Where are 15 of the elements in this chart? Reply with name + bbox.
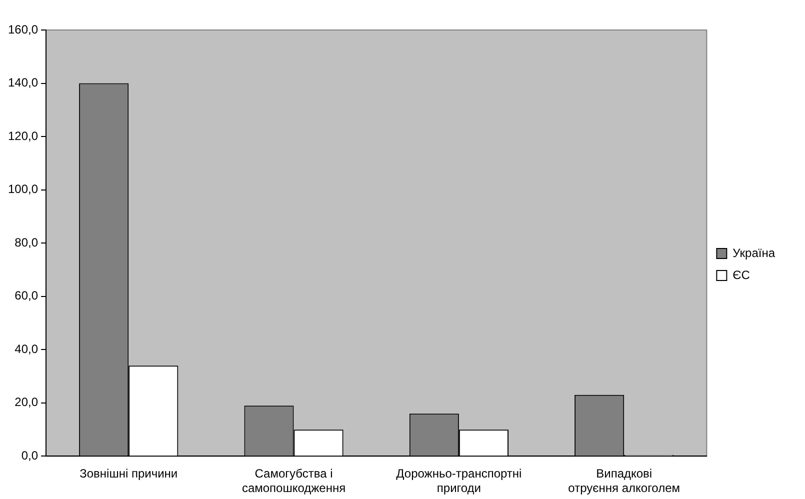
x-tick-label: Дорожньо-транспортні пригоди: [396, 466, 522, 496]
legend-label: Україна: [732, 246, 776, 260]
y-tick-label: 160,0: [8, 22, 38, 36]
x-tick-label: Самогубства і самопошкодження: [242, 466, 346, 496]
y-tick-label: 100,0: [8, 182, 38, 196]
y-tick-label: 80,0: [14, 235, 38, 250]
y-tick-label: 20,0: [14, 395, 38, 410]
x-tick-label: Випадкові отруєння алкоголем: [568, 466, 680, 496]
y-tick-label: 0,0: [21, 448, 38, 463]
legend-label: ЄС: [732, 268, 750, 282]
y-tick-label: 60,0: [14, 288, 38, 303]
y-tick-label: 120,0: [8, 128, 38, 143]
x-tick-label: Зовнішні причини: [80, 466, 178, 481]
y-tick-label: 40,0: [14, 342, 38, 356]
y-tick-label: 140,0: [8, 76, 38, 90]
